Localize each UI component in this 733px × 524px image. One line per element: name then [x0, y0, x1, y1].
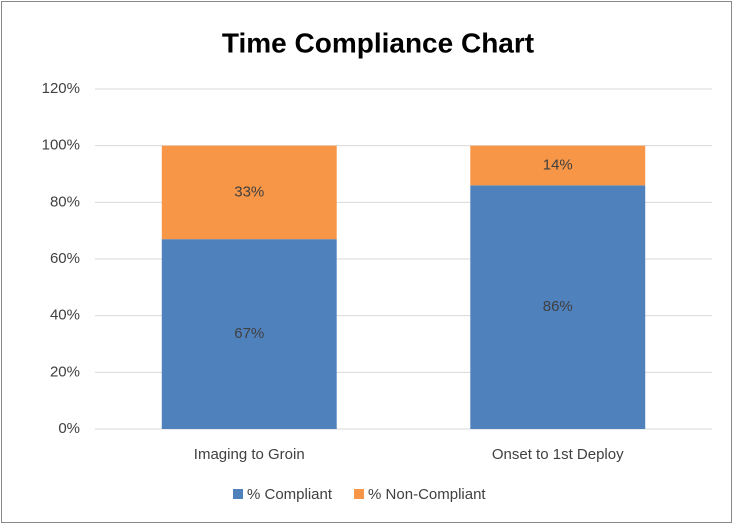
bar-segment [161, 145, 337, 240]
x-tick-label: Onset to 1st Deploy [492, 446, 624, 463]
y-tick-label: 0% [58, 420, 80, 437]
x-tick-label: Imaging to Groin [194, 446, 305, 463]
y-tick-label: 120% [42, 80, 80, 97]
y-tick-label: 80% [50, 193, 80, 210]
chart-title: Time Compliance Chart [222, 27, 534, 58]
y-tick-label: 20% [50, 363, 80, 380]
legend-label: % Compliant [247, 486, 333, 503]
y-tick-label: 100% [42, 137, 80, 154]
y-tick-label: 40% [50, 307, 80, 324]
data-label: 86% [543, 298, 573, 315]
data-label: 14% [543, 156, 573, 173]
y-tick-label: 60% [50, 250, 80, 267]
bar-segment [470, 145, 646, 186]
legend-swatch [233, 489, 243, 499]
bar-segment [470, 185, 646, 429]
data-label: 33% [234, 183, 264, 200]
legend-label: % Non-Compliant [368, 486, 486, 503]
legend-swatch [354, 489, 365, 499]
data-label: 67% [234, 325, 264, 342]
bar-segment [161, 239, 337, 429]
